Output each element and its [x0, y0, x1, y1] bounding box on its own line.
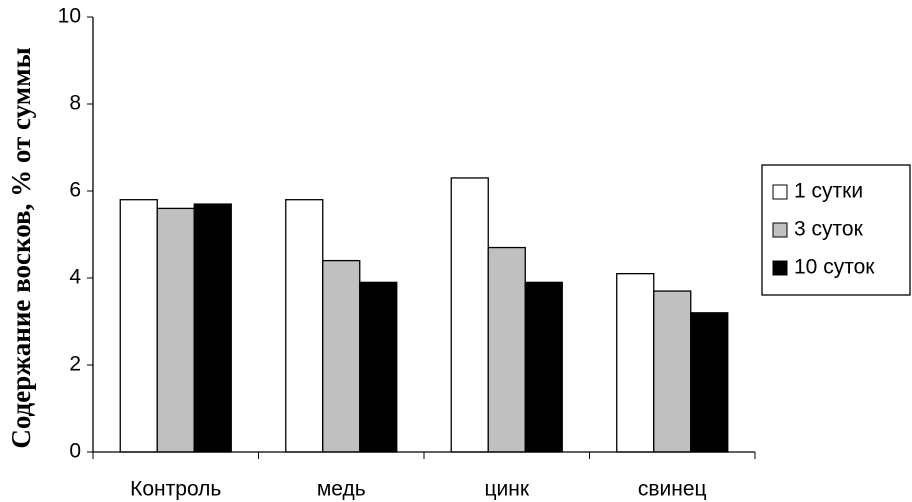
bar	[487, 246, 526, 453]
x-tick-label: Контроль	[130, 478, 221, 501]
y-tick-label: 6	[69, 179, 81, 202]
legend-swatch	[772, 222, 788, 238]
bar	[285, 199, 324, 453]
y-tick-label: 8	[69, 92, 81, 115]
y-tick-label: 0	[69, 440, 81, 463]
bar	[193, 203, 232, 453]
x-tick-label: медь	[317, 478, 366, 501]
legend-label: 3 суток	[794, 218, 864, 241]
legend-label: 1 сутки	[794, 180, 863, 203]
y-tick-label: 4	[69, 266, 81, 289]
y-tick-label: 10	[58, 5, 81, 28]
legend-swatch	[772, 260, 788, 276]
legend-swatch	[772, 184, 788, 200]
bar	[359, 281, 398, 453]
bar	[524, 281, 563, 453]
y-axis-title: Содержание восков, % от суммы	[6, 47, 36, 448]
x-tick-label: цинк	[484, 478, 529, 501]
bar	[690, 312, 729, 453]
x-tick-label: свинец	[638, 478, 707, 501]
bar	[450, 177, 489, 453]
bar	[616, 272, 655, 453]
y-tick-label: 2	[69, 353, 81, 376]
legend-label: 10 суток	[794, 256, 875, 279]
bar	[653, 290, 692, 453]
bar	[119, 199, 158, 453]
bar	[156, 207, 195, 453]
bar	[322, 259, 361, 453]
